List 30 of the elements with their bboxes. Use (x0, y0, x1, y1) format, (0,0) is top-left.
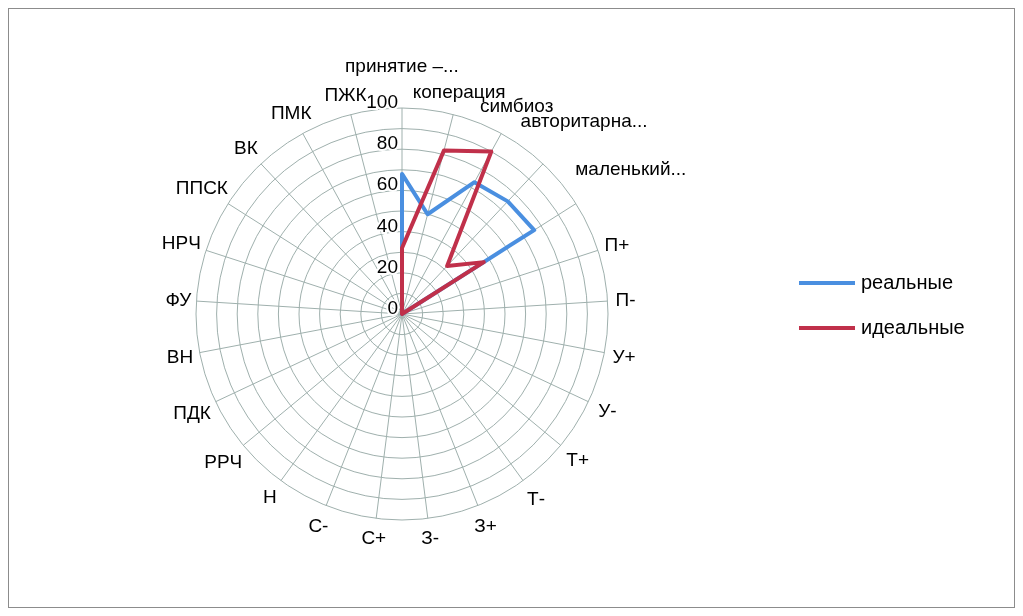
y-tick-label: 40 (376, 214, 398, 236)
spoke-label: ПМК (270, 101, 312, 123)
spoke-label: принятие –... (345, 54, 459, 76)
y-tick-label: 80 (376, 132, 398, 154)
y-tick-label: 20 (376, 255, 398, 277)
spoke-label: С+ (361, 526, 387, 548)
spoke-label: ПДК (173, 402, 211, 424)
spoke-label: РРЧ (204, 451, 243, 473)
spoke-label: У+ (612, 345, 636, 367)
spoke-label: Т- (527, 487, 545, 509)
spoke-label: П- (615, 289, 636, 311)
spoke-label: ППСК (175, 176, 228, 198)
spoke-label: Н (262, 485, 277, 507)
legend-label: реальные (861, 271, 954, 294)
spoke-label: У- (598, 400, 617, 422)
spoke-label: маленький... (575, 158, 687, 180)
spoke-label: ВН (166, 345, 194, 367)
spoke-label: НРЧ (161, 231, 201, 253)
y-tick-label: 60 (376, 173, 398, 195)
y-tick-label: 0 (387, 297, 398, 318)
spoke-label: З- (421, 526, 440, 548)
spoke-label: П+ (604, 233, 630, 255)
spoke-label: ВК (234, 137, 258, 159)
spoke-label: З+ (474, 514, 497, 536)
spoke-label: ПЖК (324, 83, 367, 105)
legend-label: идеальные (861, 316, 965, 339)
spoke-label: С- (308, 514, 329, 536)
spoke-label: ФУ (165, 289, 193, 311)
y-tick-label: 100 (366, 91, 398, 112)
spoke-label: Т+ (566, 448, 590, 470)
